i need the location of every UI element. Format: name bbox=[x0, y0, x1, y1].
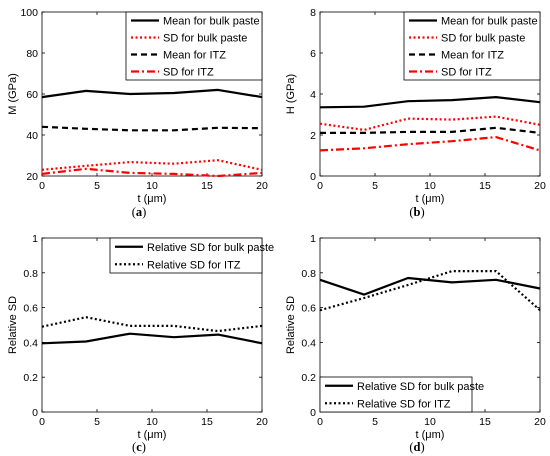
legend-label: Mean for ITZ bbox=[441, 50, 504, 62]
x-tick-label: 5 bbox=[372, 416, 378, 428]
series-line bbox=[320, 126, 541, 134]
y-tick-label: 1 bbox=[32, 233, 38, 245]
chart-panel-b: 0 5 10 15 20 0 2 4 6 8 t (μm) H (GPa) Mean for bulk … bbox=[285, 7, 546, 219]
y-tick-label: 0.6 bbox=[23, 303, 38, 315]
chart-panel-c: 0 5 10 15 20 0 0.2 0.4 0.6 0.8 1 t (μm) Relative SD R… bbox=[7, 233, 274, 454]
chart-panel-a: 0 5 10 15 20 20 40 60 80 100 t (μm) M (GPa) Mean for… bbox=[7, 7, 268, 219]
y-axis-label: M (GPa) bbox=[7, 73, 19, 115]
x-tick-label: 20 bbox=[256, 416, 268, 428]
series-line bbox=[41, 316, 263, 333]
y-tick-label: 0.4 bbox=[23, 337, 38, 349]
legend-label: SD for bulk paste bbox=[163, 33, 247, 45]
y-tick-label: 0.8 bbox=[301, 268, 316, 280]
x-tick-label: 15 bbox=[201, 180, 213, 192]
legend-label: SD for ITZ bbox=[441, 67, 492, 79]
legend-label: Mean for ITZ bbox=[163, 50, 226, 62]
legend-label: Relative SD for bulk paste bbox=[147, 242, 274, 254]
y-axis-label: Relative SD bbox=[7, 296, 19, 354]
y-tick-label: 40 bbox=[26, 130, 38, 142]
legend-label: Mean for bulk paste bbox=[441, 16, 538, 28]
x-axis-label: t (μm) bbox=[138, 193, 167, 205]
x-tick-label: 15 bbox=[479, 416, 491, 428]
y-tick-label: 0 bbox=[310, 171, 316, 183]
x-tick-label: 5 bbox=[372, 180, 378, 192]
y-tick-label: 0.2 bbox=[23, 372, 38, 384]
legend-box bbox=[125, 11, 263, 81]
x-tick-label: 20 bbox=[534, 416, 546, 428]
y-tick-label: 1 bbox=[310, 233, 316, 245]
x-tick-label: 20 bbox=[534, 180, 546, 192]
legend-label: Relative SD for ITZ bbox=[147, 259, 241, 271]
y-tick-label: 0.8 bbox=[23, 268, 38, 280]
x-axis-label: t (μm) bbox=[416, 193, 445, 205]
y-tick-label: 8 bbox=[310, 7, 316, 19]
legend: Relative SD for bulk paste Relative SD fo… bbox=[109, 237, 274, 274]
series-line bbox=[319, 95, 541, 109]
legend: Relative SD for bulk paste Relative SD fo… bbox=[319, 376, 484, 413]
x-tick-label: 20 bbox=[256, 180, 268, 192]
x-tick-label: 15 bbox=[479, 180, 491, 192]
series-line bbox=[319, 115, 541, 131]
y-tick-label: 0.4 bbox=[301, 337, 316, 349]
panel-caption: (b) bbox=[409, 205, 424, 219]
x-tick-label: 0 bbox=[317, 416, 323, 428]
x-tick-label: 10 bbox=[424, 416, 436, 428]
series-line bbox=[41, 125, 263, 132]
y-axis-label: H (GPa) bbox=[285, 74, 297, 114]
legend-label: Relative SD for bulk paste bbox=[357, 381, 484, 393]
x-tick-label: 0 bbox=[39, 416, 45, 428]
x-tick-label: 10 bbox=[146, 180, 158, 192]
y-tick-label: 6 bbox=[310, 48, 316, 60]
y-tick-label: 0.6 bbox=[301, 303, 316, 315]
x-tick-label: 0 bbox=[317, 180, 323, 192]
x-tick-label: 5 bbox=[94, 180, 100, 192]
panel-caption: (a) bbox=[132, 205, 147, 219]
y-tick-label: 4 bbox=[310, 89, 316, 101]
series-line bbox=[319, 136, 541, 152]
x-axis-label: t (μm) bbox=[416, 429, 445, 441]
legend-label: Mean for bulk paste bbox=[163, 16, 260, 28]
series-line bbox=[319, 276, 541, 296]
legend-label: Relative SD for ITZ bbox=[357, 398, 451, 410]
legend-label: SD for ITZ bbox=[163, 67, 214, 79]
y-tick-label: 60 bbox=[26, 89, 38, 101]
x-axis-label: t (μm) bbox=[138, 429, 167, 441]
panel-caption: (d) bbox=[409, 440, 424, 454]
legend-box bbox=[403, 11, 541, 81]
x-tick-label: 5 bbox=[94, 416, 100, 428]
chart-panel-d: 0 5 10 15 20 0 0.2 0.4 0.6 0.8 1 t (μm) Relative SD R… bbox=[285, 233, 546, 454]
legend: Mean for bulk paste SD for bulk paste Mean… bbox=[403, 11, 541, 81]
series-line bbox=[41, 88, 263, 99]
x-tick-label: 15 bbox=[201, 416, 213, 428]
legend-label: SD for bulk paste bbox=[441, 33, 525, 45]
legend-box bbox=[319, 376, 473, 413]
legend: Mean for bulk paste SD for bulk paste Mean… bbox=[125, 11, 263, 81]
y-tick-label: 80 bbox=[26, 48, 38, 60]
series-line bbox=[41, 167, 263, 178]
y-tick-label: 20 bbox=[26, 171, 38, 183]
x-tick-label: 10 bbox=[424, 180, 436, 192]
series-line bbox=[41, 159, 263, 171]
y-tick-label: 2 bbox=[310, 130, 316, 142]
x-tick-label: 10 bbox=[146, 416, 158, 428]
y-tick-label: 0 bbox=[32, 407, 38, 419]
panel-caption: (c) bbox=[132, 440, 146, 454]
legend-box bbox=[109, 237, 263, 274]
series-line bbox=[41, 332, 263, 345]
x-tick-label: 0 bbox=[39, 180, 45, 192]
y-tick-label: 0.2 bbox=[301, 372, 316, 384]
y-tick-label: 100 bbox=[20, 7, 38, 19]
y-tick-label: 0 bbox=[310, 407, 316, 419]
y-axis-label: Relative SD bbox=[285, 296, 297, 354]
